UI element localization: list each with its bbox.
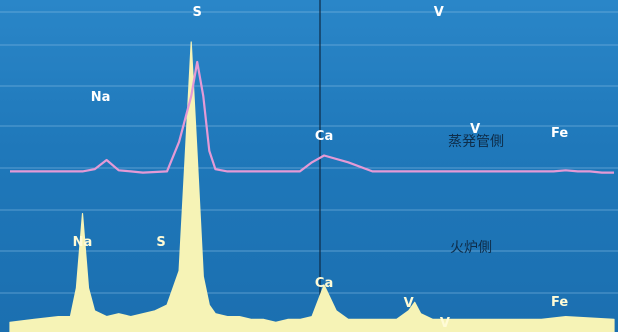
series-label-evaporator-side: 蒸発管側	[448, 134, 504, 150]
bot-peak-label-4: V	[440, 316, 450, 331]
top-peak-label-4: V	[470, 122, 480, 137]
bot-peak-label-0: Na	[73, 235, 93, 250]
series-label-furnace-side: 火炉側	[450, 240, 492, 256]
top-peak-label-1: S	[193, 5, 202, 20]
bot-peak-label-1: S	[156, 235, 165, 250]
bot-peak-label-2: Ca	[315, 276, 333, 291]
bot-peak-label-5: Fe	[551, 295, 568, 310]
top-peak-label-3: V	[434, 5, 444, 20]
top-peak-label-2: Ca	[315, 129, 333, 144]
trace-furnace-side	[9, 41, 615, 332]
top-peak-label-0: Na	[91, 90, 111, 105]
bot-peak-label-3: V	[404, 296, 414, 311]
trace-evaporator-side	[10, 60, 614, 174]
peak-labels: Na S Ca V V Fe Na S Ca V V Fe	[73, 5, 569, 331]
top-peak-label-5: Fe	[551, 126, 568, 141]
grid-lines	[0, 11, 618, 294]
